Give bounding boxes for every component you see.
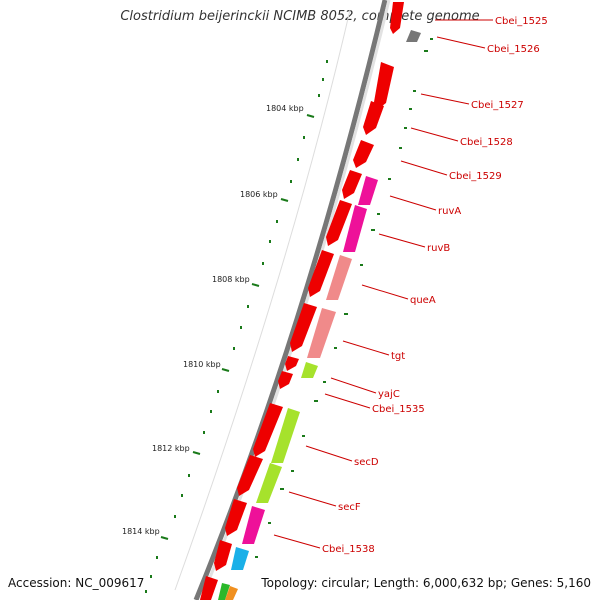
gene-yajc-lime bbox=[301, 362, 318, 378]
label-cbei-1528: Cbei_1528 bbox=[460, 137, 513, 148]
gene-quea-salmon bbox=[326, 255, 352, 300]
gene-cbei-1526-gray bbox=[406, 30, 421, 42]
label-leaders bbox=[273, 19, 493, 549]
gene-quea bbox=[308, 250, 334, 297]
gene-cbei-1538 bbox=[225, 499, 247, 536]
svg-text:1808 kbp: 1808 kbp bbox=[212, 275, 250, 284]
label-yajc: yajC bbox=[378, 389, 400, 400]
gene-yajc bbox=[285, 356, 299, 371]
gene-tgt bbox=[290, 303, 317, 352]
gene-secd-lime bbox=[271, 408, 300, 463]
gene-secf bbox=[237, 455, 263, 496]
svg-text:1812 kbp: 1812 kbp bbox=[152, 444, 190, 453]
colored-genes bbox=[218, 30, 421, 600]
gene-cbei-1538-pink bbox=[242, 506, 265, 544]
gene-cbei-1525 bbox=[390, 2, 404, 34]
label-ruvb: ruvB bbox=[427, 243, 450, 254]
gene-secd bbox=[253, 403, 283, 457]
topology-text: Topology: circular; Length: 6,000,632 bp… bbox=[261, 576, 591, 590]
gene-orange-small bbox=[225, 586, 238, 600]
outer-arc bbox=[174, 9, 351, 591]
gene-ruva-pink bbox=[358, 176, 378, 205]
gene-ruvb-pink bbox=[343, 205, 367, 252]
gene-cbei-1528 bbox=[363, 101, 384, 135]
genome-backbone bbox=[193, 0, 388, 600]
label-cbei-1538: Cbei_1538 bbox=[322, 544, 375, 555]
accession-text: Accession: NC_009617 bbox=[8, 576, 145, 590]
gene-ruvb bbox=[326, 200, 352, 246]
gene-green-small bbox=[218, 583, 230, 600]
gene-cbei-1535 bbox=[278, 371, 293, 389]
label-cbei-1529: Cbei_1529 bbox=[449, 171, 502, 182]
outer-minor-ticks bbox=[145, 60, 328, 593]
kbp-tick-1806: 1806 kbp bbox=[240, 190, 289, 202]
svg-text:1814 kbp: 1814 kbp bbox=[122, 527, 160, 536]
label-cbei-1526: Cbei_1526 bbox=[487, 44, 540, 55]
gene-tgt-salmon bbox=[307, 308, 336, 358]
svg-text:1804 kbp: 1804 kbp bbox=[266, 104, 304, 113]
label-cbei-1527: Cbei_1527 bbox=[471, 100, 524, 111]
svg-text:1806 kbp: 1806 kbp bbox=[240, 190, 278, 199]
label-quea: queA bbox=[410, 295, 436, 306]
label-cbei-1525: Cbei_1525 bbox=[495, 16, 548, 27]
gene-cbei-1529 bbox=[353, 140, 374, 168]
label-tgt: tgt bbox=[391, 351, 405, 362]
svg-text:1810 kbp: 1810 kbp bbox=[183, 360, 221, 369]
gene-cbei-1540 bbox=[200, 576, 218, 600]
gene-cbei-1539 bbox=[214, 540, 232, 571]
gene-ruva bbox=[342, 170, 362, 199]
label-cbei-1535: Cbei_1535 bbox=[372, 404, 425, 415]
kbp-tick-1812: 1812 kbp bbox=[152, 444, 201, 455]
kbp-tick-1810: 1810 kbp bbox=[183, 360, 230, 372]
map-title: Clostridium beijerinckii NCIMB 8052, com… bbox=[120, 9, 480, 24]
gene-cbei-1527 bbox=[374, 62, 394, 110]
gene-labels: Cbei_1525 Cbei_1526 Cbei_1527 Cbei_1528 … bbox=[322, 16, 548, 555]
label-secd: secD bbox=[354, 457, 379, 468]
label-secf: secF bbox=[338, 502, 361, 513]
kbp-tick-1804: 1804 kbp bbox=[266, 104, 315, 118]
inner-minor-ticks bbox=[255, 38, 433, 558]
gene-secf-lime bbox=[256, 463, 282, 503]
label-ruva: ruvA bbox=[438, 206, 461, 217]
forward-genes bbox=[200, 2, 404, 600]
gene-cbei-1539-cyan bbox=[231, 547, 249, 570]
kbp-tick-1808: 1808 kbp bbox=[212, 275, 260, 287]
kbp-tick-1814: 1814 kbp bbox=[122, 527, 169, 540]
